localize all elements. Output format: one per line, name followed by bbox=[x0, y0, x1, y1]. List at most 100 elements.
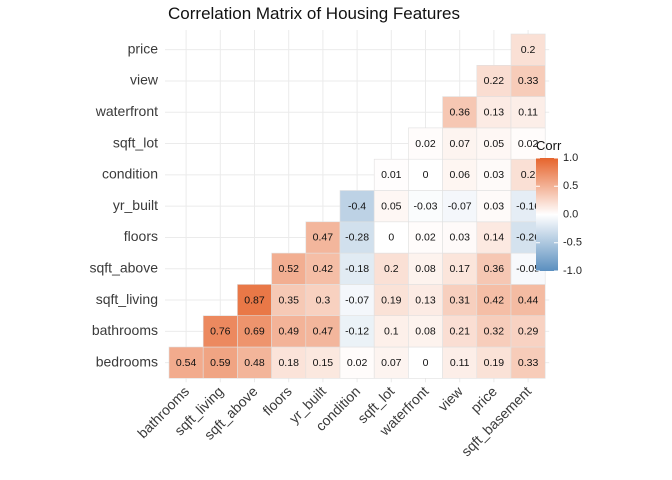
legend-break-label: 0.0 bbox=[563, 208, 578, 220]
cell-value-label: -0.4 bbox=[348, 200, 366, 212]
legend-break-label: 1.0 bbox=[563, 152, 578, 164]
cell-value-label: 0.31 bbox=[449, 294, 470, 306]
cell-value-label: 0.17 bbox=[449, 263, 470, 275]
cell-value-label: 0.33 bbox=[518, 75, 539, 87]
cell-value-label: 0.18 bbox=[278, 357, 299, 369]
cell-value-label: 0.19 bbox=[484, 357, 505, 369]
y-tick-label: floors bbox=[124, 228, 158, 244]
cell-value-label: 0.1 bbox=[384, 326, 399, 338]
heatmap-cell bbox=[339, 284, 375, 316]
cell-value-label: 0 bbox=[423, 357, 429, 369]
x-tick-label: view bbox=[435, 382, 467, 414]
cell-value-label: 0.2 bbox=[521, 44, 536, 56]
heatmap-cell bbox=[305, 284, 341, 316]
heatmap-cell bbox=[510, 127, 546, 160]
cell-value-label: 0.14 bbox=[484, 232, 505, 244]
cell-value-label: 0.21 bbox=[449, 326, 470, 338]
cell-value-label: 0.01 bbox=[381, 169, 402, 181]
cell-value-label: -0.05 bbox=[516, 263, 540, 275]
cell-value-label: 0.49 bbox=[278, 326, 299, 338]
heatmap-cell bbox=[510, 284, 546, 316]
cell-value-label: 0.76 bbox=[210, 326, 231, 338]
heatmap-cell bbox=[339, 315, 375, 348]
heatmap-cell bbox=[510, 346, 546, 379]
cell-value-label: 0.05 bbox=[484, 138, 505, 150]
heatmap-cell bbox=[373, 284, 409, 316]
y-tick-label: yr_built bbox=[113, 197, 158, 213]
heatmap-cell bbox=[442, 346, 478, 379]
cell-value-label: 0.06 bbox=[449, 169, 470, 181]
heatmap-cell bbox=[476, 158, 512, 191]
y-tick-label: sqft_lot bbox=[113, 134, 158, 150]
cell-value-label: -0.18 bbox=[345, 263, 369, 275]
cell-value-label: 0.13 bbox=[484, 107, 505, 119]
cell-value-label: 0.2 bbox=[384, 263, 399, 275]
heatmap-cell bbox=[271, 346, 307, 379]
y-tick-label: bedrooms bbox=[96, 353, 158, 369]
cell-value-label: 0 bbox=[388, 232, 394, 244]
heatmap-cell bbox=[442, 190, 478, 223]
heatmap-cell bbox=[271, 315, 307, 348]
cell-value-label: 0.02 bbox=[415, 138, 436, 150]
heatmap-cells: 0.54 0.59 0.48 0.18 0.15 0.02 0.07 0 0.11 0.19 0.3… bbox=[168, 33, 546, 379]
heatmap-cell bbox=[373, 190, 409, 223]
y-tick-label: view bbox=[130, 72, 159, 88]
heatmap-cell bbox=[408, 158, 443, 191]
cell-value-label: 0.47 bbox=[313, 326, 334, 338]
cell-value-label: -0.07 bbox=[448, 200, 472, 212]
heatmap-cell bbox=[442, 252, 478, 285]
heatmap-cell bbox=[373, 221, 409, 254]
heatmap-cell bbox=[442, 158, 478, 191]
cell-value-label: -0.03 bbox=[414, 200, 438, 212]
heatmap-cell bbox=[305, 252, 341, 285]
cell-value-label: 0.03 bbox=[449, 232, 470, 244]
cell-value-label: 0.11 bbox=[450, 357, 470, 369]
cell-value-label: 0.42 bbox=[313, 263, 334, 275]
cell-value-label: 0.11 bbox=[518, 107, 538, 119]
cell-value-label: 0.29 bbox=[518, 326, 539, 338]
heatmap-cell bbox=[373, 315, 409, 348]
heatmap-cell bbox=[476, 284, 512, 316]
cell-value-label: 0.48 bbox=[244, 357, 265, 369]
heatmap-cell bbox=[476, 315, 512, 348]
cell-value-label: -0.12 bbox=[345, 326, 369, 338]
heatmap-cell bbox=[476, 127, 512, 160]
cell-value-label: 0.03 bbox=[484, 169, 505, 181]
cell-value-label: 0.13 bbox=[415, 294, 436, 306]
cell-value-label: -0.07 bbox=[345, 294, 369, 306]
cell-value-label: 0 bbox=[423, 169, 429, 181]
heatmap-cell bbox=[442, 96, 478, 129]
cell-value-label: 0.02 bbox=[347, 357, 368, 369]
chart-title: Correlation Matrix of Housing Features bbox=[168, 4, 460, 23]
heatmap-cell bbox=[510, 96, 546, 129]
cell-value-label: 0.03 bbox=[484, 200, 505, 212]
cell-value-label: 0.36 bbox=[449, 107, 470, 119]
y-tick-label: sqft_living bbox=[96, 291, 158, 307]
heatmap-cell bbox=[510, 65, 546, 97]
heatmap-cell bbox=[510, 33, 546, 66]
heatmap-cell bbox=[271, 252, 307, 285]
cell-value-label: 0.08 bbox=[415, 263, 436, 275]
y-tick-label: sqft_above bbox=[90, 259, 159, 275]
cell-value-label: 0.08 bbox=[415, 326, 436, 338]
heatmap-cell bbox=[339, 252, 375, 285]
heatmap-cell bbox=[339, 190, 375, 223]
y-tick-label: price bbox=[128, 40, 159, 56]
heatmap-cell bbox=[373, 252, 409, 285]
heatmap-cell bbox=[305, 315, 341, 348]
cell-value-label: 0.07 bbox=[449, 138, 470, 150]
heatmap-cell bbox=[305, 346, 341, 379]
cell-value-label: 0.59 bbox=[210, 357, 231, 369]
cell-value-label: 0.3 bbox=[316, 294, 331, 306]
heatmap-cell bbox=[237, 346, 272, 379]
cell-value-label: 0.69 bbox=[244, 326, 265, 338]
heatmap-cell bbox=[408, 315, 443, 348]
heatmap-cell bbox=[476, 346, 512, 379]
cell-value-label: 0.44 bbox=[518, 294, 539, 306]
cell-value-label: 0.42 bbox=[484, 294, 505, 306]
cell-value-label: 0.32 bbox=[484, 326, 505, 338]
cell-value-label: 0.07 bbox=[381, 357, 402, 369]
heatmap-cell bbox=[408, 346, 443, 379]
